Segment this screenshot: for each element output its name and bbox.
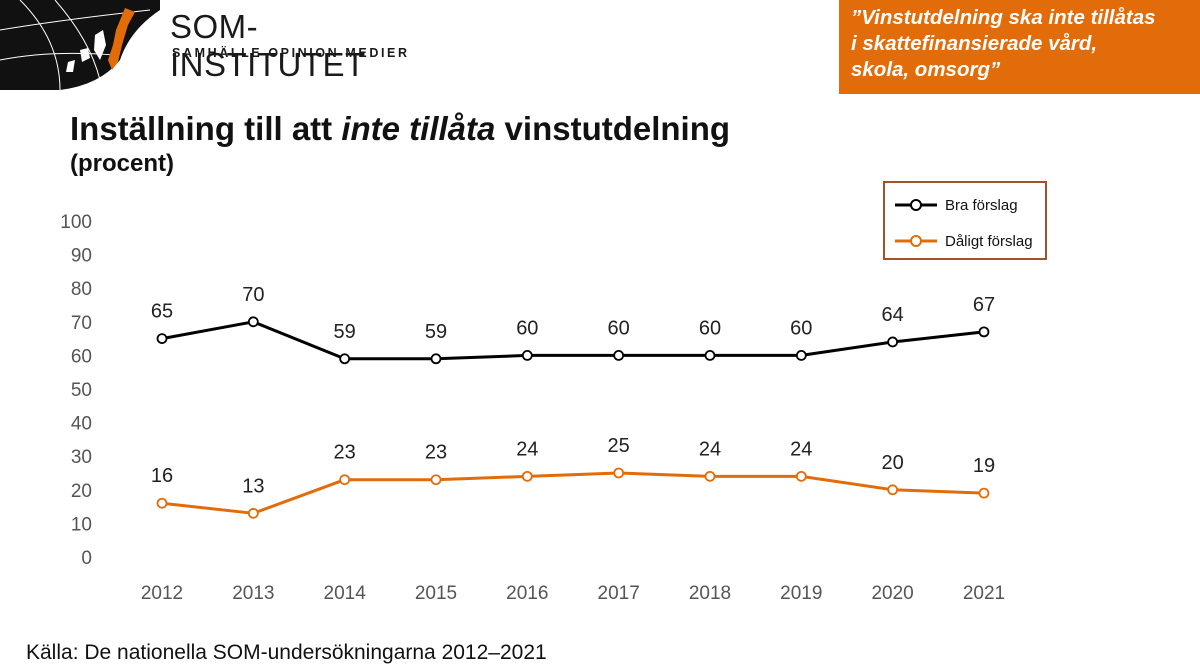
data-label: 70 [242, 284, 264, 306]
data-point [887, 336, 899, 348]
x-tick-label: 2021 [963, 583, 1005, 604]
data-label: 67 [973, 294, 995, 316]
data-point [156, 497, 168, 509]
globe-map-icon [0, 0, 160, 90]
quote-line: ”Vinstutdelning ska inte tillåtas [851, 6, 1156, 29]
chart-title-part: vinstutdelning [495, 110, 731, 147]
data-point [613, 349, 625, 361]
x-tick-label: 2013 [232, 583, 274, 604]
quote-line: i skattefinansierade vård, [851, 32, 1098, 55]
x-tick-label: 2018 [689, 583, 731, 604]
data-label: 19 [973, 455, 995, 477]
data-point [339, 474, 351, 486]
chart-title-emphasis: inte tillåta [341, 110, 496, 147]
series-line-bra [161, 320, 985, 361]
y-tick-label: 50 [71, 380, 92, 401]
y-tick-label: 100 [60, 212, 92, 233]
data-point [704, 470, 716, 482]
quote-line: skola, omsorg” [851, 58, 1001, 81]
y-tick-label: 20 [71, 481, 92, 502]
data-label: 24 [699, 438, 721, 460]
logo-name: SOM-INSTITUTET [170, 8, 366, 83]
legend-label-bra: Bra förslag [945, 196, 1018, 214]
data-label: 60 [699, 317, 721, 339]
data-label: 23 [425, 442, 447, 464]
y-tick-label: 40 [71, 414, 92, 435]
data-point [521, 470, 533, 482]
data-label: 64 [882, 304, 904, 326]
data-label: 23 [334, 442, 356, 464]
data-label: 59 [334, 321, 356, 343]
y-tick-label: 10 [71, 514, 92, 535]
data-point [430, 474, 442, 486]
data-label: 13 [242, 475, 264, 497]
x-tick-label: 2016 [506, 583, 548, 604]
x-tick-label: 2015 [415, 583, 457, 604]
legend-swatch-bra [895, 199, 937, 211]
data-point [339, 353, 351, 365]
data-point [613, 467, 625, 479]
legend-label-daligt: Dåligt förslag [945, 232, 1033, 250]
x-tick-label: 2020 [871, 583, 913, 604]
chart-title: Inställning till att inte tillåta vinstu… [70, 110, 730, 148]
x-tick-label: 2019 [780, 583, 822, 604]
data-label: 24 [790, 438, 812, 460]
y-tick-label: 0 [81, 548, 92, 569]
data-point [978, 326, 990, 338]
quote-box: ”Vinstutdelning ska inte tillåtas i skat… [839, 0, 1200, 94]
data-label: 65 [151, 301, 173, 323]
data-point [704, 349, 716, 361]
x-tick-label: 2017 [598, 583, 640, 604]
y-tick-label: 90 [71, 246, 92, 267]
y-tick-label: 30 [71, 447, 92, 468]
legend-item-daligt: Dåligt förslag [893, 231, 1033, 251]
y-tick-label: 70 [71, 313, 92, 334]
chart-subtitle: (procent) [70, 150, 174, 177]
x-tick-label: 2014 [324, 583, 367, 604]
data-point [430, 353, 442, 365]
x-tick-label: 2012 [141, 583, 183, 604]
data-point [247, 316, 259, 328]
data-point [247, 507, 259, 519]
data-point [795, 470, 807, 482]
data-label: 59 [425, 321, 447, 343]
y-tick-label: 60 [71, 346, 92, 367]
data-label: 16 [151, 465, 173, 487]
data-label: 60 [608, 317, 630, 339]
data-point [978, 487, 990, 499]
source-note: Källa: De nationella SOM-undersökningarn… [26, 641, 547, 664]
data-label: 60 [790, 317, 812, 339]
data-label: 25 [608, 435, 630, 457]
data-label: 60 [516, 317, 538, 339]
chart-title-part: Inställning till att [70, 110, 342, 147]
data-point [156, 333, 168, 345]
data-label: 24 [516, 438, 538, 460]
logo-tagline: SAMHÄLLE OPINION MEDIER [172, 46, 410, 60]
logo: SOM-INSTITUTET SAMHÄLLE OPINION MEDIER [0, 0, 420, 90]
legend: Bra förslag Dåligt förslag [883, 181, 1047, 260]
legend-item-bra: Bra förslag [893, 195, 1018, 215]
legend-swatch-daligt [895, 235, 937, 247]
data-point [521, 349, 533, 361]
data-point [887, 484, 899, 496]
y-tick-label: 80 [71, 279, 92, 300]
data-label: 20 [882, 452, 904, 474]
data-point [795, 349, 807, 361]
series-line-daligt [161, 471, 985, 515]
